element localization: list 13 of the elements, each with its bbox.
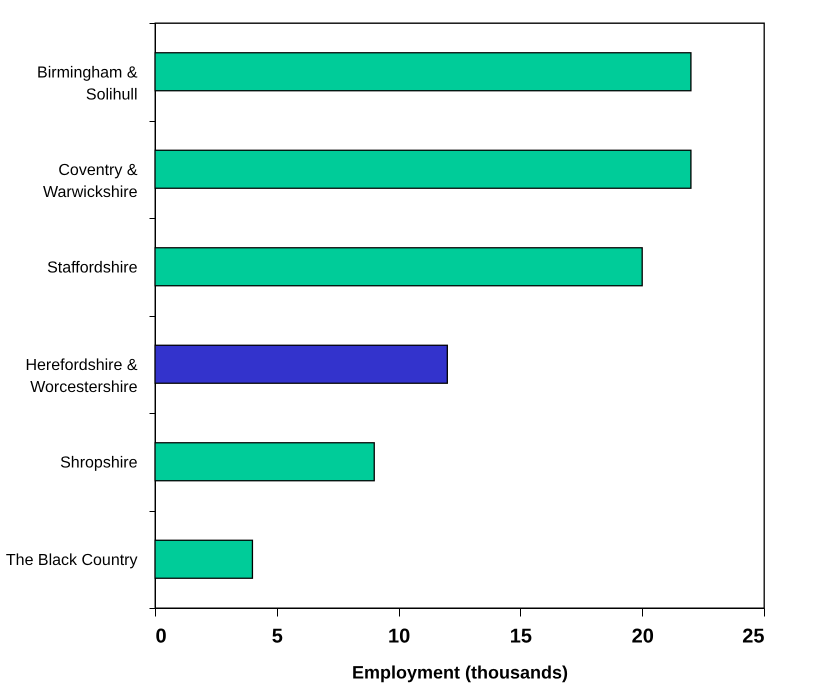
x-tick-label: 20: [632, 626, 654, 648]
x-tick-label: 15: [510, 626, 532, 648]
x-tick-label: 0: [156, 626, 167, 648]
y-tick-label: Coventry & Warwickshire: [42, 162, 138, 201]
y-tick-label: The Black Country: [6, 552, 138, 569]
y-tick-label: Shropshire: [60, 454, 138, 472]
y-tick-label: Herefordshire & Worcestershire: [25, 356, 138, 396]
y-tick-label: Staffordshire: [47, 259, 138, 276]
x-tick-label: 25: [742, 626, 764, 648]
x-tick-label: 5: [272, 626, 283, 648]
x-tick-label: 10: [388, 626, 410, 648]
y-tick-label: Birmingham & Solihull: [37, 64, 138, 104]
x-axis-title: Employment (thousands): [352, 662, 568, 682]
